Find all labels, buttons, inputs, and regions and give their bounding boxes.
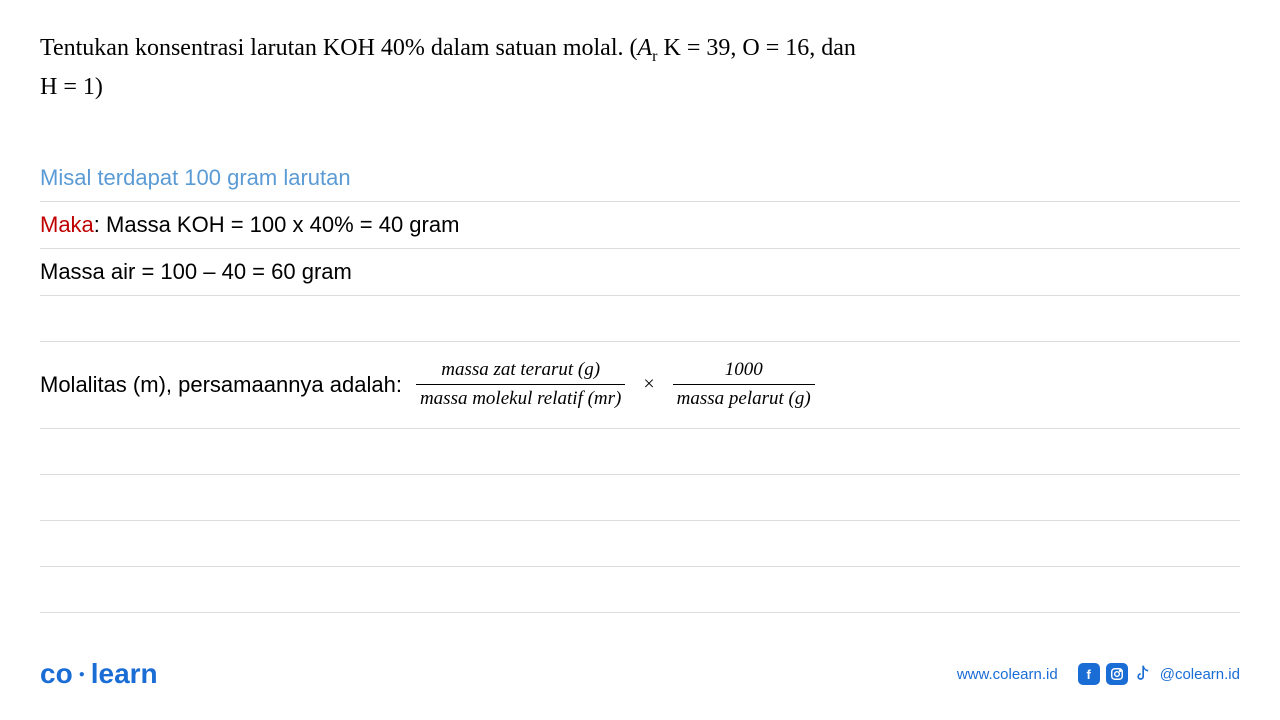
solution-step1: Misal terdapat 100 gram larutan [40, 155, 1240, 202]
logo-learn: learn [91, 658, 158, 690]
empty-line-4 [40, 521, 1240, 567]
website-url: www.colearn.id [957, 666, 1058, 683]
formula-row: Molalitas (m), persamaannya adalah: mass… [40, 352, 815, 418]
empty-line-2 [40, 429, 1240, 475]
step1-text: Misal terdapat 100 gram larutan [40, 165, 351, 191]
facebook-icon: f [1078, 663, 1100, 685]
formula-label: Molalitas (m), persamaannya adalah: [40, 372, 402, 398]
step2-text: : Massa KOH = 100 x 40% = 40 gram [94, 212, 460, 238]
empty-line-3 [40, 475, 1240, 521]
question-line1-p1: Tentukan konsentrasi larutan KOH 40% dal… [40, 35, 638, 61]
frac2-numerator: 1000 [721, 358, 767, 385]
social-icons: f @colearn.id [1078, 663, 1240, 685]
step2-label: Maka [40, 212, 94, 238]
frac2-denominator: massa pelarut (g) [673, 384, 815, 412]
question-Ar-A: A [638, 35, 653, 61]
instagram-icon [1106, 663, 1128, 685]
solution-area: Misal terdapat 100 gram larutan Maka : M… [40, 155, 1240, 613]
logo-co: co [40, 658, 73, 690]
logo-dot: ● [79, 669, 85, 680]
multiply-sign: × [639, 373, 658, 396]
footer-right: www.colearn.id f @colearn.id [957, 663, 1240, 685]
solution-step2: Maka : Massa KOH = 100 x 40% = 40 gram [40, 202, 1240, 249]
social-handle: @colearn.id [1160, 666, 1240, 683]
tiktok-icon [1134, 664, 1154, 684]
question-text: Tentukan konsentrasi larutan KOH 40% dal… [40, 30, 1240, 105]
brand-logo: co ● learn [40, 658, 158, 690]
fraction-1: massa zat terarut (g) massa molekul rela… [416, 358, 625, 412]
empty-line-5 [40, 567, 1240, 613]
solution-step3: Massa air = 100 – 40 = 60 gram [40, 249, 1240, 296]
frac1-numerator: massa zat terarut (g) [437, 358, 604, 385]
question-line1-p2: K = 39, O = 16, dan [658, 35, 856, 61]
question-line2: H = 1) [40, 74, 103, 100]
frac1-denominator: massa molekul relatif (mr) [416, 384, 625, 412]
fraction-2: 1000 massa pelarut (g) [673, 358, 815, 412]
step3-text: Massa air = 100 – 40 = 60 gram [40, 259, 352, 285]
facebook-letter: f [1087, 667, 1091, 682]
empty-line-1 [40, 296, 1240, 342]
footer: co ● learn www.colearn.id f @colearn.id [40, 658, 1240, 690]
solution-formula: Molalitas (m), persamaannya adalah: mass… [40, 342, 1240, 429]
